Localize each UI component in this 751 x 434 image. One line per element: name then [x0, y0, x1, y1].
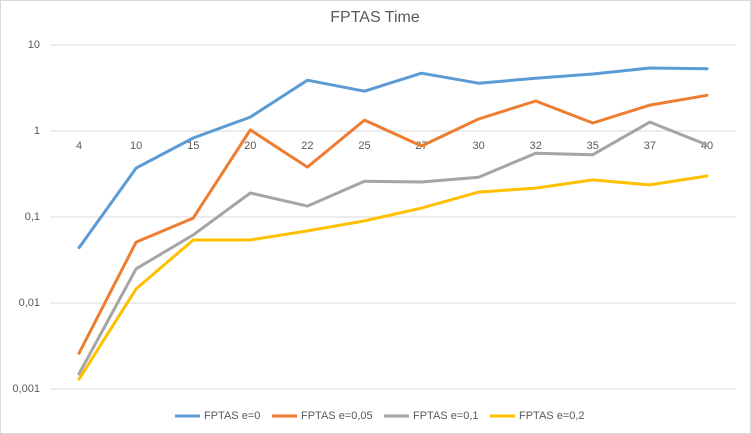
x-tick-label: 37	[644, 140, 656, 152]
x-tick-label: 25	[358, 140, 370, 152]
series-line	[77, 93, 709, 355]
chart-title: FPTAS Time	[330, 9, 420, 26]
y-tick-label: 0,1	[25, 211, 40, 223]
series-line	[77, 66, 709, 250]
x-tick-label: 35	[587, 140, 599, 152]
legend-label: FPTAS e=0,2	[519, 410, 585, 422]
x-tick-label: 4	[76, 140, 82, 152]
y-tick-label: 0,001	[12, 383, 40, 395]
x-tick-label: 32	[530, 140, 542, 152]
y-tick-label: 10	[28, 39, 40, 51]
y-tick-label: 0,01	[19, 297, 40, 309]
legend-label: FPTAS e=0	[204, 410, 260, 422]
legend-label: FPTAS e=0,1	[413, 410, 479, 422]
x-tick-label: 10	[130, 140, 142, 152]
legend-label: FPTAS e=0,05	[301, 410, 373, 422]
series-line	[77, 120, 709, 376]
x-tick-label: 22	[301, 140, 313, 152]
x-tick-label: 20	[244, 140, 256, 152]
x-tick-label: 15	[187, 140, 199, 152]
y-tick-label: 1	[34, 125, 40, 137]
series-line	[77, 174, 709, 381]
x-tick-label: 30	[473, 140, 485, 152]
